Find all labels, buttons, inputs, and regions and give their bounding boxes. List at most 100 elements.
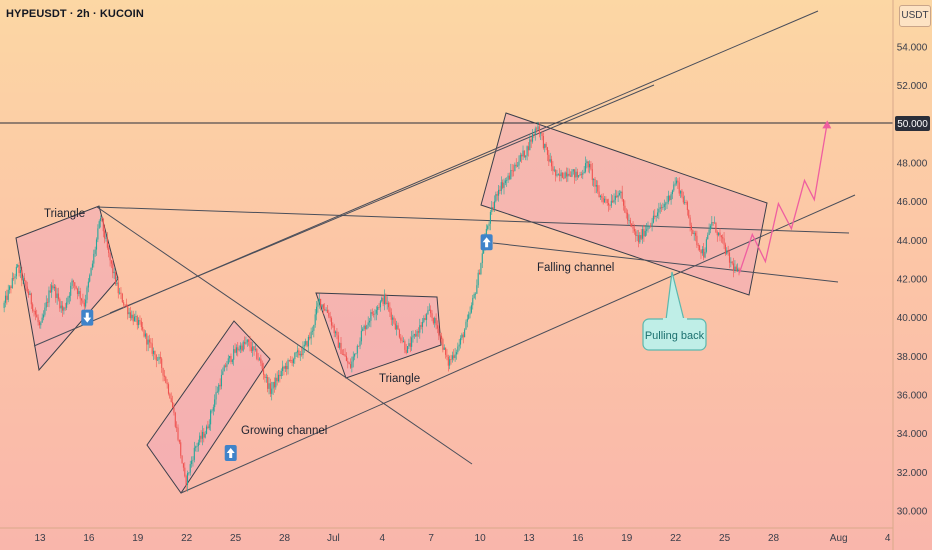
candle-body xyxy=(200,435,202,439)
candle-body xyxy=(235,347,237,353)
candle-body xyxy=(419,325,421,333)
candle-body xyxy=(685,202,687,203)
candle-body xyxy=(476,285,478,294)
candle-body xyxy=(329,316,331,319)
candle-body xyxy=(527,146,530,151)
candle-body xyxy=(643,229,645,237)
candle-body xyxy=(666,202,668,204)
candle-body xyxy=(578,175,580,177)
trendline-falling-long[interactable] xyxy=(96,206,850,234)
x-tick-label: 16 xyxy=(83,533,95,544)
pulling-back-callout[interactable]: Pulling back xyxy=(642,271,707,351)
growing-channel-pattern[interactable] xyxy=(146,320,271,494)
candle-body xyxy=(366,325,368,330)
candle-body xyxy=(450,359,452,361)
candle-body xyxy=(595,185,597,187)
candle-body xyxy=(132,314,134,322)
candle-body xyxy=(131,314,133,319)
currency-unit-button[interactable]: USDT xyxy=(899,5,931,27)
candle-body xyxy=(530,139,532,142)
candle-body xyxy=(420,325,422,327)
triangle-pattern-left[interactable] xyxy=(15,205,119,372)
candle-body xyxy=(582,173,584,175)
candle-body xyxy=(576,171,578,177)
projection-layer xyxy=(738,120,832,274)
candle-body xyxy=(673,184,675,191)
candle-body xyxy=(491,207,493,212)
candle-body xyxy=(161,358,163,368)
price-tag-50000: 50.000 xyxy=(895,116,930,131)
y-axis[interactable]: 30.000 32.000 34.000 36.000 38.000 40.000 42.0… xyxy=(892,0,928,550)
candle-body xyxy=(362,328,364,331)
candle-body xyxy=(41,317,43,323)
candle-body xyxy=(518,161,520,166)
trendline-falling-from-high[interactable] xyxy=(96,206,473,465)
x-tick-label: 28 xyxy=(768,533,780,544)
candle-body xyxy=(207,426,209,429)
candle-body xyxy=(268,383,270,389)
candle-body xyxy=(523,150,525,158)
candle-body xyxy=(587,161,589,168)
trendline-mid-falling[interactable] xyxy=(492,242,839,283)
candle-body xyxy=(629,220,631,224)
candle-body xyxy=(155,354,157,361)
candle-body xyxy=(45,302,47,308)
candle-body xyxy=(572,169,574,172)
candle-body xyxy=(570,175,572,177)
symbol-title[interactable]: HYPEUSDT · 2h · KUCOIN xyxy=(6,8,144,20)
candle-body xyxy=(466,318,468,322)
candle-body xyxy=(718,232,720,236)
candle-body xyxy=(298,350,300,356)
candle-body xyxy=(439,335,441,337)
candle-body xyxy=(487,226,489,229)
candle-body xyxy=(74,282,76,287)
candle-body xyxy=(609,205,611,207)
candle-body xyxy=(317,302,319,307)
candle-body xyxy=(537,126,539,130)
candle-body xyxy=(180,442,182,456)
candle-body xyxy=(594,178,596,187)
x-tick-label: 10 xyxy=(475,533,487,544)
candle-body xyxy=(188,472,190,474)
candle-body xyxy=(574,169,576,178)
trendline-support-rising[interactable] xyxy=(180,194,856,494)
candle-body xyxy=(506,179,508,181)
candle-body xyxy=(472,297,474,306)
candle-body xyxy=(477,272,479,286)
candle-body xyxy=(522,150,524,157)
candle-body xyxy=(447,356,449,366)
candle-body xyxy=(713,222,716,224)
candle-body xyxy=(264,374,266,378)
candle-body xyxy=(120,292,122,294)
candle-body xyxy=(635,231,637,236)
candle-body xyxy=(174,412,176,427)
candle-body xyxy=(275,377,277,388)
candle-body xyxy=(538,126,540,134)
candle-body xyxy=(153,350,155,354)
candle-body xyxy=(337,335,339,348)
candle-body xyxy=(696,235,698,246)
candle-body xyxy=(370,312,372,321)
candle-body xyxy=(602,197,604,203)
projection-path[interactable] xyxy=(738,122,828,274)
candle-body xyxy=(603,198,606,203)
pattern-label-growing-channel: Growing channel xyxy=(241,425,327,437)
candle-body xyxy=(368,320,371,323)
candle-body xyxy=(241,345,243,351)
candle-body xyxy=(508,175,510,180)
candle-body xyxy=(283,366,285,369)
candle-body xyxy=(49,290,51,293)
candle-body xyxy=(389,307,391,313)
x-axis[interactable]: 13 16 19 22 25 28 Jul 4 7 10 13 16 19 22 25 28 Aug 4 xyxy=(0,527,893,544)
candle-body xyxy=(10,286,12,289)
triangle-pattern-middle[interactable] xyxy=(315,292,442,379)
candle-body xyxy=(526,146,528,156)
candle-body xyxy=(658,208,660,213)
candle-body xyxy=(110,260,112,264)
candle-body xyxy=(550,159,553,167)
candle-body xyxy=(405,349,407,353)
candle-body xyxy=(512,170,515,172)
candle-body xyxy=(568,173,570,176)
candle-body xyxy=(442,339,444,350)
